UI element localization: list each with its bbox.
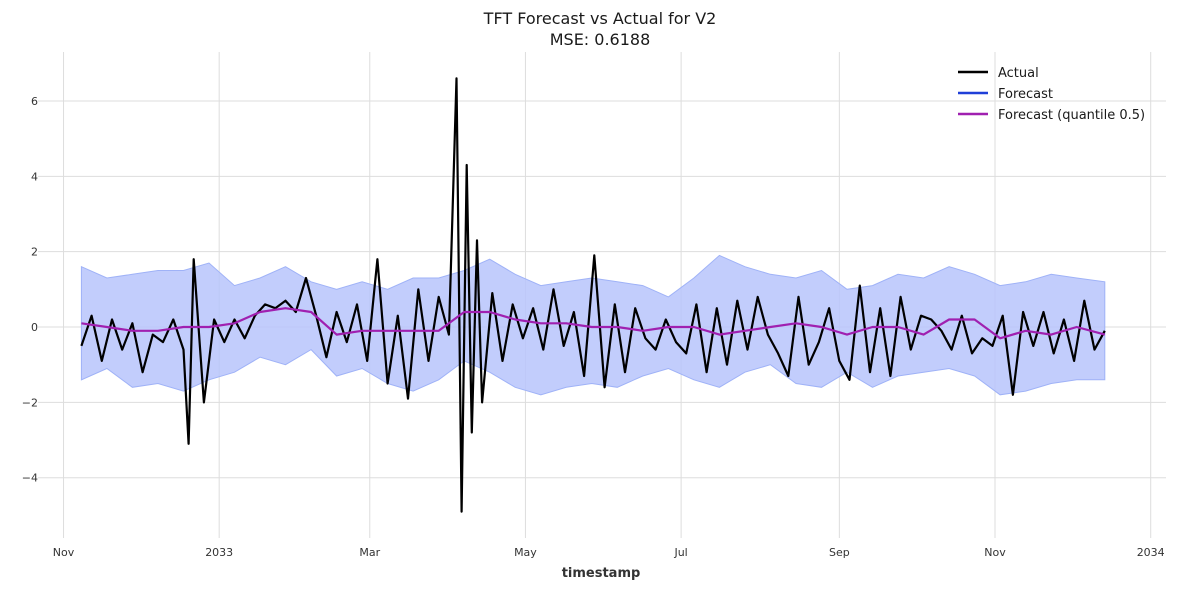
legend: Actual Forecast Forecast (quantile 0.5) xyxy=(958,66,1145,123)
x-tick-label: May xyxy=(514,546,537,559)
y-tick-label: 2 xyxy=(31,246,38,259)
series-line-actual xyxy=(80,77,1106,513)
y-tick-label: 4 xyxy=(31,170,38,183)
x-tick-label: Nov xyxy=(53,546,75,559)
x-tick-label: 2034 xyxy=(1137,546,1165,559)
x-tick-labels: Nov 2033 Mar May Jul Sep Nov 2034 xyxy=(53,546,1165,559)
x-tick-label: 2033 xyxy=(205,546,233,559)
chart-subtitle: MSE: 0.6188 xyxy=(550,30,651,49)
legend-label: Forecast xyxy=(998,87,1053,102)
x-tick-label: Mar xyxy=(359,546,380,559)
y-tick-labels: −4 −2 0 2 4 6 xyxy=(22,95,38,485)
y-tick-label: −4 xyxy=(22,472,38,485)
y-tick-label: 6 xyxy=(31,95,38,108)
series-lines xyxy=(80,77,1106,513)
y-tick-label: −2 xyxy=(22,396,38,409)
legend-label: Actual xyxy=(998,66,1039,81)
y-tick-label: 0 xyxy=(31,321,38,334)
forecast-band xyxy=(80,254,1106,396)
x-tick-label: Nov xyxy=(984,546,1006,559)
x-axis-label: timestamp xyxy=(562,566,641,581)
chart-title: TFT Forecast vs Actual for V2 xyxy=(483,9,717,28)
series-line-forecast-median xyxy=(81,307,1106,340)
forecast-interval-area xyxy=(80,254,1106,396)
x-tick-label: Jul xyxy=(673,546,687,559)
x-tick-label: Sep xyxy=(829,546,850,559)
legend-label: Forecast (quantile 0.5) xyxy=(998,108,1145,123)
